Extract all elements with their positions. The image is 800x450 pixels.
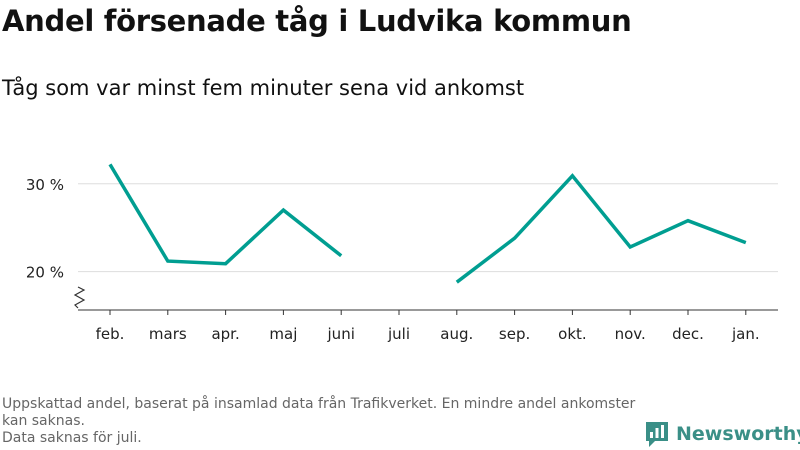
x-tick-label: aug. [440,325,473,343]
chart-title: Andel försenade tåg i Ludvika kommun [2,4,632,38]
newsworthy-logo: Newsworthy [644,420,800,448]
series-line [108,163,343,266]
line-chart: 20 % 30 % feb. mars apr. maj juni juli aug. sep. o… [26,163,778,343]
chart-subtitle: Tåg som var minst fem minuter sena vid a… [2,76,525,100]
x-tick-label: sep. [499,325,530,343]
x-tick-label: maj [269,325,297,343]
axis-break-icon [73,286,86,309]
x-tick-label: dec. [672,325,704,343]
series-line [455,173,747,284]
newsworthy-logo-text: Newsworthy [676,423,800,445]
x-tick-label: juni [327,325,355,343]
x-tick-label: jan. [731,325,760,343]
y-tick-label: 30 % [26,176,64,194]
source-note: Uppskattad andel, baserat på insamlad da… [2,396,642,447]
y-tick-label: 20 % [26,264,64,282]
x-tick-label: okt. [558,325,587,343]
x-tick-label: feb. [96,325,125,343]
x-tick-label: mars [149,325,187,343]
source-note-line: Uppskattad andel, baserat på insamlad da… [2,396,636,429]
newsworthy-logo-icon [646,422,668,447]
missing-data-note: Data saknas för juli. [2,430,142,446]
x-tick-label: juli [387,325,410,343]
x-tick-label: nov. [615,325,646,343]
x-tick-label: apr. [211,325,239,343]
